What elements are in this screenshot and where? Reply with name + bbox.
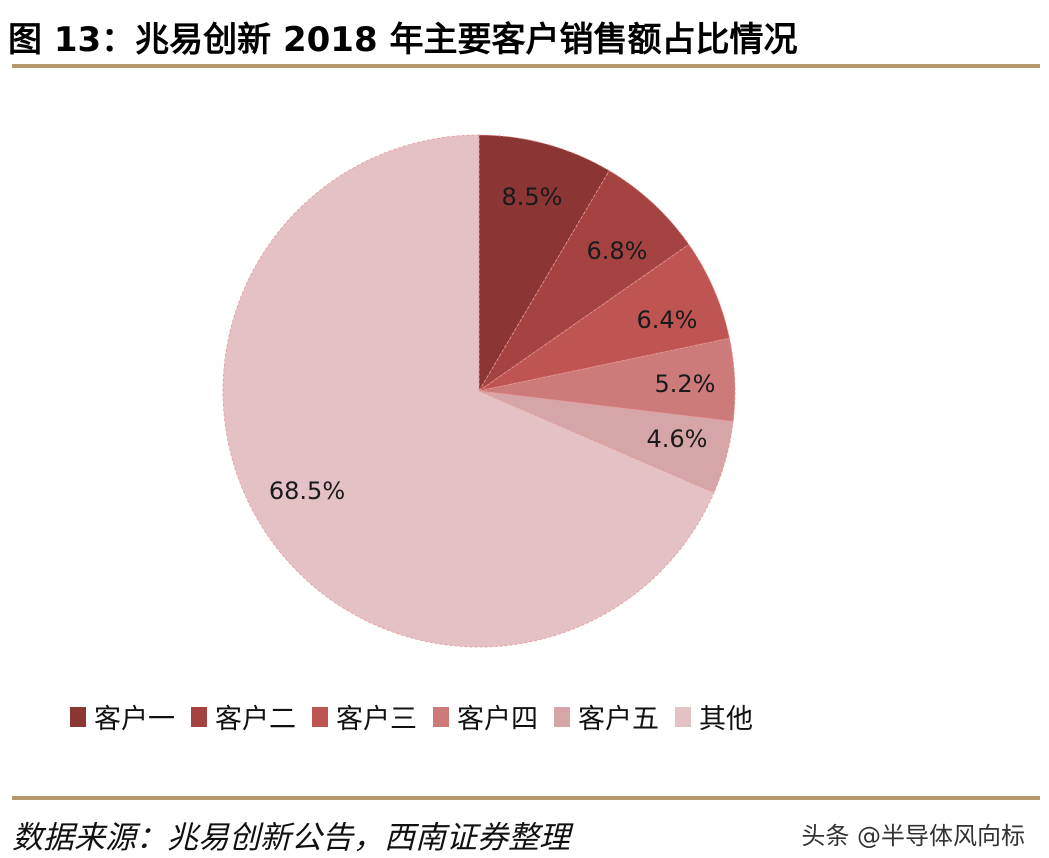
slice-data-label: 6.8%: [587, 237, 648, 265]
legend-item-others: 其他: [675, 697, 753, 736]
pie-slice-2: [478, 170, 690, 392]
chart-legend: 客户一 客户二 客户三 客户四 客户五 其他: [70, 697, 769, 736]
legend-item-customer-3: 客户三: [312, 697, 417, 736]
slice-data-label: 5.2%: [655, 370, 716, 398]
pie-slice-5: [478, 390, 734, 494]
legend-item-customer-2: 客户二: [191, 697, 296, 736]
legend-item-customer-5: 客户五: [554, 697, 659, 736]
pie-slice-4: [478, 337, 736, 422]
legend-swatch: [70, 706, 86, 727]
legend-label: 其他: [699, 704, 753, 735]
bottom-divider: [12, 796, 1040, 800]
pie-slice-1: [478, 134, 610, 393]
legend-swatch: [312, 706, 328, 727]
top-divider: [12, 64, 1040, 68]
slice-data-label: 6.4%: [637, 306, 698, 334]
legend-label: 客户二: [215, 704, 296, 735]
legend-swatch: [433, 706, 449, 727]
legend-label: 客户三: [336, 704, 417, 735]
legend-label: 客户五: [578, 704, 659, 735]
data-source-note: 数据来源：兆易创新公告，西南证券整理: [12, 820, 570, 856]
slice-data-label: 68.5%: [269, 477, 345, 505]
pie-slice-6: [222, 134, 715, 648]
legend-swatch: [675, 706, 691, 727]
slice-data-label: 8.5%: [502, 183, 563, 211]
legend-item-customer-1: 客户一: [70, 697, 175, 736]
pie-slice-3: [478, 243, 730, 392]
chart-title: 图 13：兆易创新 2018 年主要客户销售额占比情况: [8, 20, 798, 60]
slice-data-label: 4.6%: [647, 425, 708, 453]
pie-chart: 8.5% 6.8% 6.4% 5.2% 4.6% 68.5%: [222, 134, 736, 648]
legend-swatch: [554, 706, 570, 727]
legend-label: 客户一: [94, 704, 175, 735]
legend-swatch: [191, 706, 207, 727]
watermark: 头条 @半导体风向标: [801, 822, 1025, 850]
legend-label: 客户四: [457, 704, 538, 735]
legend-item-customer-4: 客户四: [433, 697, 538, 736]
